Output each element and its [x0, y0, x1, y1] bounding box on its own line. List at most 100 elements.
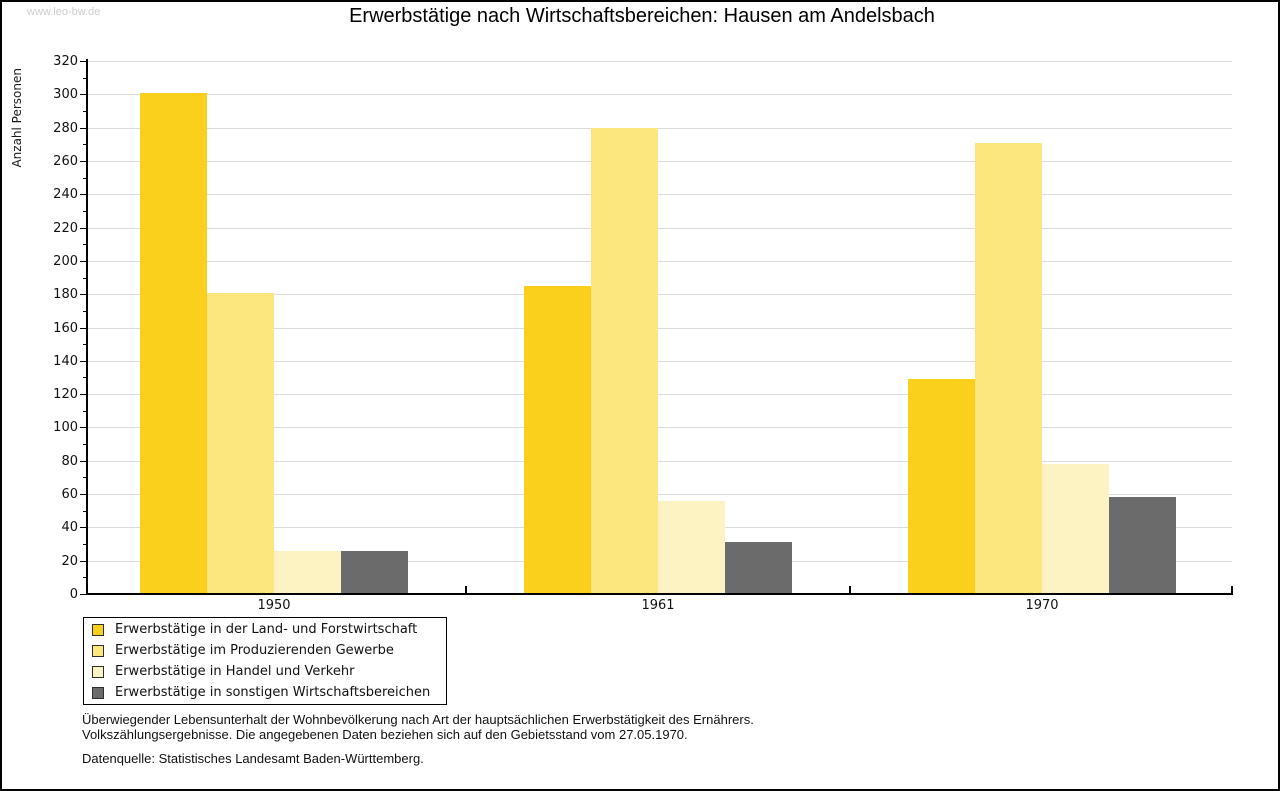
bar-1950-series1: [140, 93, 207, 594]
y-tick-label: 80: [61, 453, 78, 469]
y-tick-label: 40: [61, 520, 78, 536]
y-minor-tick: [83, 544, 87, 546]
footer-source: Datenquelle: Statistisches Landesamt Bad…: [82, 751, 424, 766]
y-minor-tick: [83, 310, 87, 312]
x-divider-tick: [1231, 586, 1233, 594]
bar-1961-series4: [725, 542, 792, 594]
bar-1970-series2: [975, 143, 1042, 594]
legend-swatch-series4: [92, 686, 104, 699]
y-tick-label: 320: [53, 54, 78, 69]
y-minor-tick: [83, 577, 87, 579]
gridline: [87, 61, 1232, 62]
bar-1950-series4: [341, 551, 408, 594]
y-tick-label: 160: [53, 320, 78, 336]
legend-label-series3: Erwerbstätige in Handel und Verkehr: [115, 664, 355, 679]
y-tick-label: 100: [53, 420, 78, 436]
y-minor-tick: [83, 244, 87, 246]
y-major-tick: [80, 327, 87, 329]
y-tick-label: 240: [53, 187, 78, 203]
bar-1970-series3: [1042, 464, 1109, 594]
y-major-tick: [80, 494, 87, 496]
y-major-tick: [80, 394, 87, 396]
gridline: [87, 160, 1232, 162]
bar-1970-series1: [908, 379, 975, 594]
footer-note-line1: Überwiegender Lebensunterhalt der Wohnbe…: [82, 712, 754, 727]
y-major-tick: [80, 61, 87, 62]
chart-title: Erwerbstätige nach Wirtschaftsbereichen:…: [349, 5, 935, 27]
legend-swatch-series2: [92, 644, 104, 657]
y-tick-label: 20: [61, 553, 78, 569]
y-minor-tick: [83, 177, 87, 179]
gridline: [87, 460, 1232, 462]
y-major-tick: [80, 294, 87, 296]
gridline: [87, 360, 1232, 362]
y-major-tick: [80, 460, 87, 462]
y-minor-tick: [83, 144, 87, 146]
y-major-tick: [80, 160, 87, 162]
y-minor-tick: [83, 344, 87, 346]
y-minor-tick: [83, 210, 87, 212]
footer: Überwiegender Lebensunterhalt der Wohnbe…: [82, 712, 1232, 766]
y-tick-label: 180: [53, 287, 78, 303]
legend-label-series4: Erwerbstätige in sonstigen Wirtschaftsbe…: [115, 685, 431, 700]
legend-swatch-series1: [92, 623, 104, 636]
gridline: [87, 494, 1232, 496]
y-major-tick: [80, 560, 87, 562]
x-divider-tick: [465, 586, 467, 594]
y-tick-label: 120: [53, 387, 78, 403]
y-tick-label: 300: [53, 87, 78, 103]
x-tick-label-1950: 1950: [257, 598, 291, 613]
y-minor-tick: [83, 444, 87, 446]
y-major-tick: [80, 127, 87, 129]
y-minor-tick: [83, 77, 87, 79]
bar-1961-series3: [658, 501, 725, 594]
bar-1950-series2: [207, 293, 274, 594]
gridline: [87, 394, 1232, 396]
legend-swatch-series3: [92, 665, 104, 678]
legend-label-series2: Erwerbstätige im Produzierenden Gewerbe: [115, 643, 394, 658]
x-divider-tick: [849, 586, 851, 594]
gridline: [87, 194, 1232, 196]
y-tick-label: 140: [53, 353, 78, 369]
x-tick-label-1970: 1970: [1025, 598, 1059, 613]
x-tick-label-1961: 1961: [641, 598, 675, 613]
y-tick-label: 220: [53, 220, 78, 236]
footer-note-line2: Volkszählungsergebnisse. Die angegebenen…: [82, 727, 688, 742]
y-tick-label: 280: [53, 120, 78, 136]
gridline: [87, 94, 1232, 96]
y-minor-tick: [83, 377, 87, 379]
y-tick-label: 200: [53, 253, 78, 269]
legend-row-series4: Erwerbstätige in sonstigen Wirtschaftsbe…: [92, 684, 446, 702]
y-major-tick: [80, 94, 87, 96]
bar-1970-series4: [1109, 497, 1176, 594]
gridline: [87, 427, 1232, 429]
gridline: [87, 227, 1232, 229]
y-tick-label: 0: [69, 587, 78, 602]
y-tick-label: 60: [61, 487, 78, 503]
bar-1961-series1: [524, 286, 591, 594]
y-tick-label: 260: [53, 153, 78, 169]
y-major-tick: [80, 594, 87, 595]
gridline: [87, 260, 1232, 262]
legend-row-series2: Erwerbstätige im Produzierenden Gewerbe: [92, 642, 446, 660]
y-major-tick: [80, 527, 87, 529]
watermark: www.leo-bw.de: [27, 6, 101, 18]
y-minor-tick: [83, 510, 87, 512]
y-major-tick: [80, 360, 87, 362]
legend-row-series1: Erwerbstätige in der Land- und Forstwirt…: [92, 621, 446, 639]
legend-label-series1: Erwerbstätige in der Land- und Forstwirt…: [115, 622, 418, 637]
y-minor-tick: [83, 277, 87, 279]
gridline: [87, 327, 1232, 329]
y-minor-tick: [83, 110, 87, 112]
legend-row-series3: Erwerbstätige in Handel und Verkehr: [92, 663, 446, 681]
y-axis-line: [86, 59, 88, 594]
legend: Erwerbstätige in der Land- und Forstwirt…: [83, 617, 447, 705]
bar-1961-series2: [591, 128, 658, 594]
y-minor-tick: [83, 410, 87, 412]
gridline: [87, 127, 1232, 129]
bar-1950-series3: [274, 551, 341, 594]
y-major-tick: [80, 427, 87, 429]
x-axis-line: [86, 593, 1233, 595]
